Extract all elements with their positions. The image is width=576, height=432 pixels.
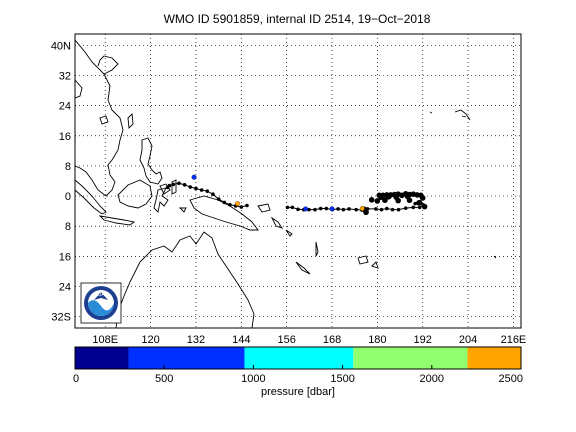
profile-point <box>390 207 395 212</box>
profile-point <box>341 207 346 212</box>
colorbar-segment <box>467 347 521 369</box>
profile-point <box>416 200 422 206</box>
profile-point <box>379 207 384 212</box>
profile-point <box>385 194 392 200</box>
profile-point <box>290 205 295 210</box>
lat-tick-label: 16 <box>59 251 71 263</box>
profile-point <box>385 206 389 211</box>
lat-tick-label: 32S <box>51 312 71 324</box>
profile-point <box>382 197 388 204</box>
profile-point <box>347 207 351 211</box>
profile-point <box>228 202 232 207</box>
profile-point <box>171 182 176 187</box>
profile-point-colored <box>235 201 240 207</box>
profile-point <box>417 205 422 210</box>
profile-point <box>368 197 375 203</box>
lon-tick-label: 156 <box>277 334 295 346</box>
colorbar-tick-label: 2500 <box>499 373 523 385</box>
profile-point <box>419 195 426 201</box>
profile-point <box>285 205 290 210</box>
lat-tick-label: 24 <box>59 282 71 294</box>
profile-point <box>216 197 221 201</box>
profile-point <box>239 205 244 209</box>
profile-point <box>413 201 417 206</box>
lat-tick-label: 8 <box>65 161 71 173</box>
lon-tick-label: 144 <box>232 334 250 346</box>
profile-point <box>378 194 384 201</box>
profile-point <box>194 186 198 191</box>
profile-point <box>177 181 181 186</box>
latitude-labels: 40N 32 24 16 8 0 8 16 24 32S <box>51 40 71 323</box>
profile-point-colored <box>191 174 197 180</box>
lon-tick-label: 132 <box>187 334 205 346</box>
profile-point <box>411 205 416 210</box>
profile-point <box>307 207 311 212</box>
profile-point <box>374 198 381 204</box>
lon-tick-label: 108E <box>92 334 118 346</box>
profile-point-colored <box>303 206 309 212</box>
colorbar-tick-label: 2000 <box>420 373 444 385</box>
float-trajectory <box>165 174 428 216</box>
profile-point <box>182 182 187 187</box>
lon-tick-label: 216E <box>501 334 527 346</box>
lat-tick-label: 8 <box>65 221 71 233</box>
profile-point <box>406 197 413 204</box>
trajectory-line-west <box>167 182 248 208</box>
profile-point <box>403 206 408 210</box>
graticule <box>75 34 521 328</box>
noaa-logo-text: NOAA <box>94 292 109 298</box>
noaa-logo: NOAA <box>80 282 122 324</box>
profile-point <box>395 197 401 204</box>
profile-point <box>211 192 215 196</box>
lat-tick-label: 0 <box>65 191 71 203</box>
profile-point <box>421 203 428 210</box>
lat-tick-label: 40N <box>51 40 71 52</box>
colorbar-tick-label: 1000 <box>241 373 265 385</box>
profile-point <box>165 185 170 190</box>
colorbar-segment <box>75 347 129 369</box>
colorbar-tick-label: 1500 <box>330 373 354 385</box>
coastlines <box>75 39 497 328</box>
profile-point <box>205 189 210 193</box>
colorbar-label: pressure [dbar] <box>261 386 335 398</box>
longitude-labels: 108E 120 132 144 156 168 180 192 204 216E <box>92 334 526 346</box>
colorbar-segment <box>128 347 245 369</box>
profile-point <box>396 207 401 212</box>
profile-point-colored <box>329 206 335 212</box>
profile-point <box>199 188 204 192</box>
lon-tick-label: 168 <box>323 334 341 346</box>
profile-point <box>354 207 359 212</box>
profile-point <box>296 207 300 212</box>
profile-point <box>336 207 340 211</box>
colorbar: 0 500 1000 1500 2000 2500 pressure [dbar] <box>73 346 523 398</box>
colorbar-tick-label: 500 <box>155 373 173 385</box>
profile-point <box>318 206 323 211</box>
map-title: WMO ID 5901859, internal ID 2514, 19−Oct… <box>164 12 431 26</box>
colorbar-segment <box>244 347 354 369</box>
profile-point <box>188 185 193 189</box>
colorbar-segment <box>353 347 468 369</box>
lat-tick-label: 16 <box>59 131 71 143</box>
profile-point-colored <box>359 206 365 211</box>
lon-tick-label: 120 <box>141 334 159 346</box>
lon-tick-label: 204 <box>459 334 477 346</box>
lon-tick-label: 192 <box>414 334 432 346</box>
profile-point <box>313 207 317 212</box>
lat-tick-label: 24 <box>59 101 71 113</box>
lon-tick-label: 180 <box>368 334 386 346</box>
profile-point <box>222 200 227 205</box>
profile-point <box>245 203 249 208</box>
profile-point <box>324 206 329 211</box>
colorbar-tick-label: 0 <box>73 373 79 385</box>
lat-tick-label: 32 <box>59 70 71 82</box>
profile-point <box>374 207 378 211</box>
